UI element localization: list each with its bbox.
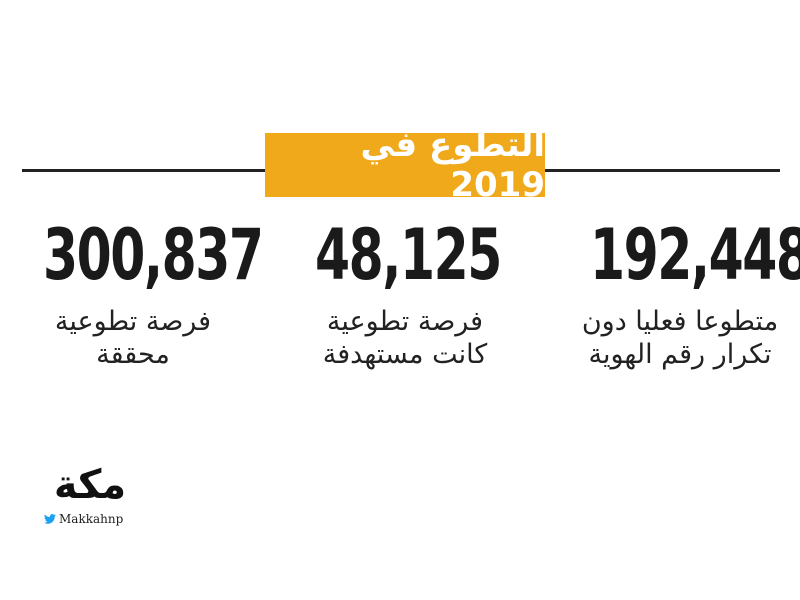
stat-number: 192,448 — [590, 214, 800, 296]
stat: 48,125 فرصة تطوعية كانت مستهدفة — [280, 215, 530, 371]
stat: 300,837 فرصة تطوعية محققة — [8, 214, 264, 371]
label-line: متطوعا فعليا دون — [581, 306, 779, 337]
title-box: التطوع في 2019 — [265, 125, 545, 205]
label-line: محققة — [96, 339, 170, 370]
twitter-icon — [44, 514, 56, 524]
label-line: فرصة تطوعية — [326, 306, 484, 337]
logo: مكة — [53, 462, 127, 508]
stat-number: 300,837 — [43, 214, 264, 296]
label-line: تكرار رقم الهوية — [588, 339, 772, 370]
stat-label: متطوعا فعليا دون تكرار رقم الهوية — [555, 305, 800, 371]
stat: 192,448 متطوعا فعليا دون تكرار رقم الهوية — [555, 215, 800, 371]
social-handle: Makkahnp — [44, 512, 123, 526]
stat-label: فرصة تطوعية محققة — [8, 305, 258, 371]
label-line: كانت مستهدفة — [322, 339, 488, 370]
label-line: فرصة تطوعية — [54, 306, 212, 337]
title: التطوع في 2019 — [360, 125, 545, 205]
handle-text: Makkahnp — [59, 512, 124, 526]
stat-label: فرصة تطوعية كانت مستهدفة — [280, 305, 530, 371]
stat-number: 48,125 — [315, 214, 502, 296]
